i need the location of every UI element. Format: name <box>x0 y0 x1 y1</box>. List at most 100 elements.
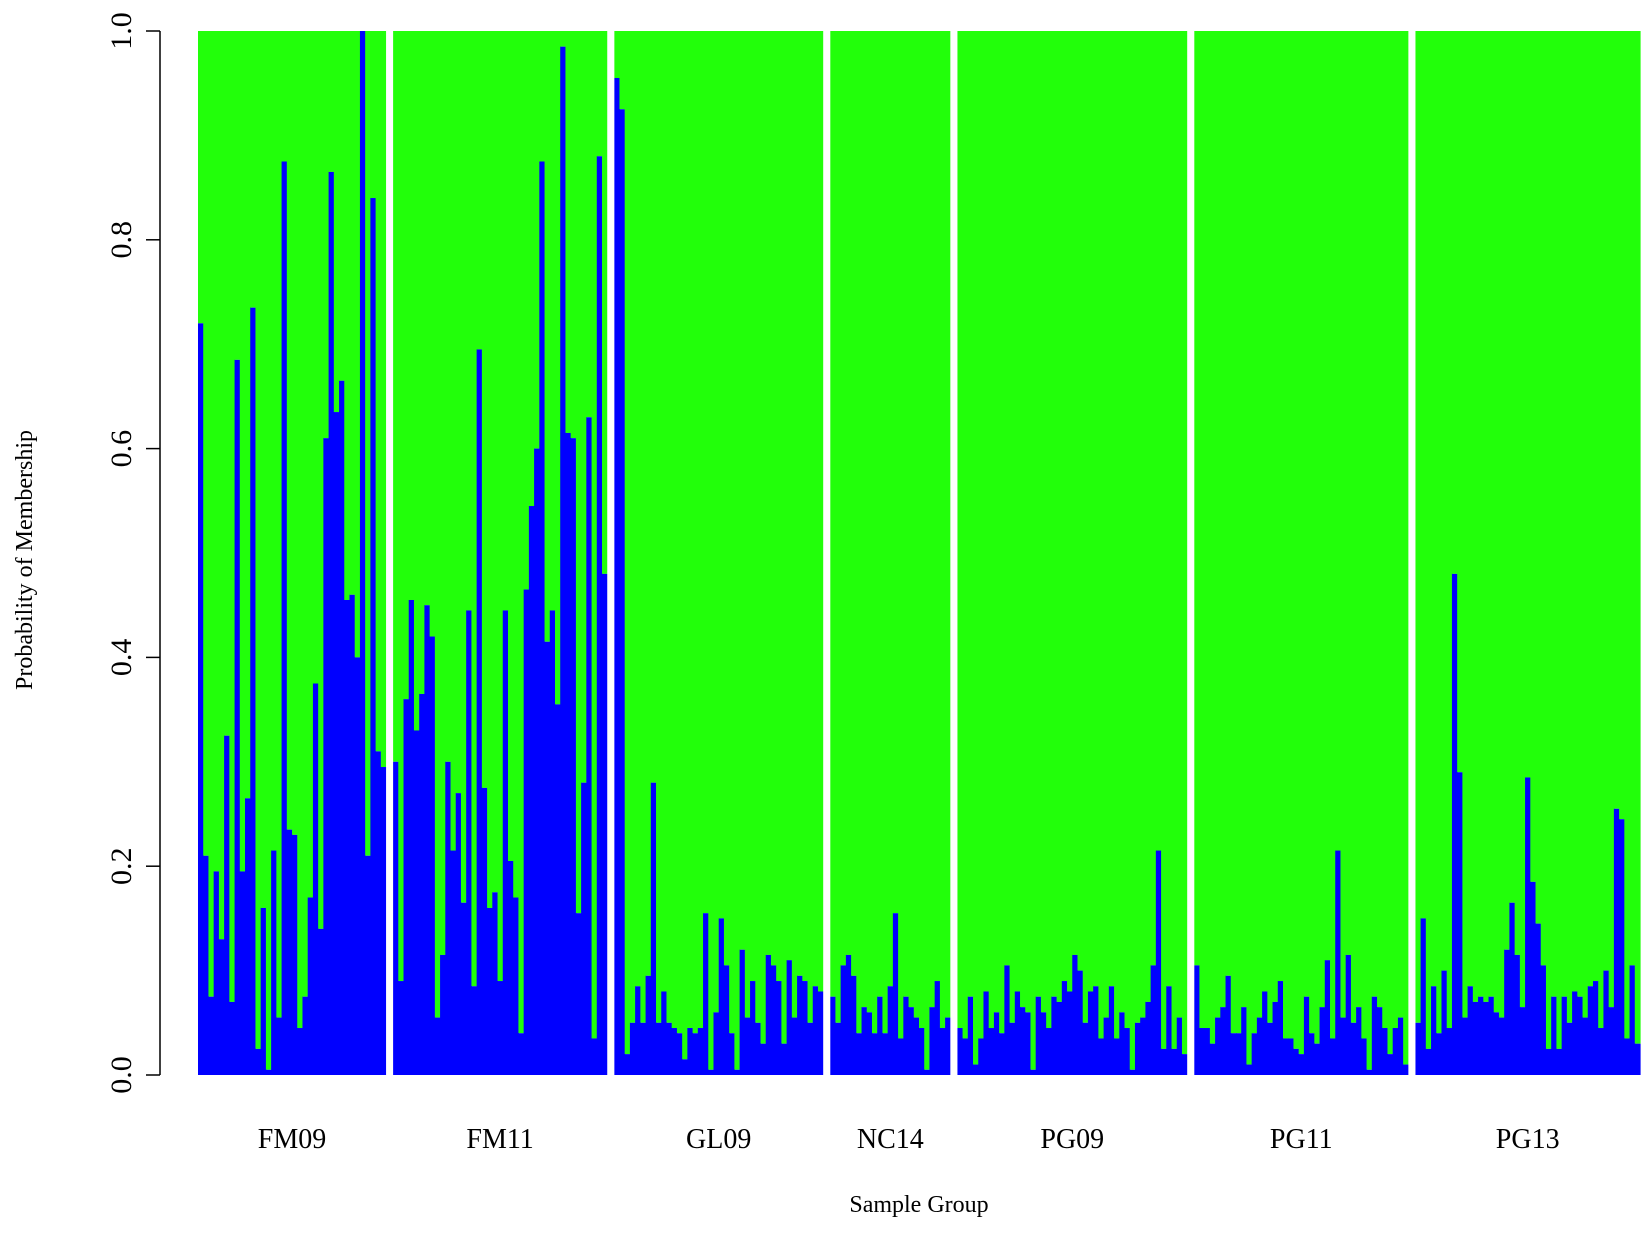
bar-cluster1-fm09-15 <box>271 850 277 1075</box>
bar-cluster1-gl09-17 <box>697 1028 704 1075</box>
bar-cluster2-fm09-29 <box>344 31 351 600</box>
bar-cluster2-pg11-34 <box>1366 31 1373 1070</box>
bar-cluster2-pg11-41 <box>1403 31 1409 1065</box>
bar-cluster1-gl09-24 <box>734 1069 741 1075</box>
bar-cluster2-pg13-41 <box>1624 31 1631 1039</box>
bar-cluster2-fm09-11 <box>250 31 257 308</box>
bar-cluster1-pg11-26 <box>1324 960 1331 1075</box>
bar-cluster1-pg11-9 <box>1235 1033 1242 1075</box>
bar-cluster1-pg09-12 <box>1014 991 1021 1075</box>
bar-cluster2-gl09-21 <box>718 31 725 919</box>
bar-cluster1-fm09-13 <box>260 907 267 1075</box>
bar-cluster2-gl09-17 <box>697 31 704 1029</box>
bar-cluster2-pg11-21 <box>1298 31 1305 1055</box>
bar-cluster1-fm11-15 <box>466 610 473 1075</box>
bar-cluster2-fm11-36 <box>575 31 582 914</box>
bar-cluster2-pg11-28 <box>1335 31 1342 851</box>
bar-cluster1-fm09-21 <box>302 996 309 1075</box>
bar-cluster1-pg13-42 <box>1629 965 1636 1075</box>
bar-cluster1-pg09-7 <box>988 1028 995 1075</box>
bar-cluster2-pg09-10 <box>1004 31 1011 966</box>
group-label-nc14: NC14 <box>857 1124 924 1155</box>
bar-cluster1-pg13-2 <box>1420 918 1427 1075</box>
bar-cluster1-gl09-26 <box>744 1017 751 1075</box>
bar-cluster2-pg09-36 <box>1140 31 1146 1018</box>
bar-cluster1-pg13-19 <box>1509 902 1516 1075</box>
bar-cluster2-fm09-2 <box>203 31 210 856</box>
bar-cluster1-gl09-2 <box>619 109 626 1076</box>
bar-cluster1-fm11-34 <box>565 432 572 1075</box>
bar-cluster1-nc14-20 <box>929 1007 936 1075</box>
bar-cluster2-fm09-36 <box>380 31 387 768</box>
bar-cluster2-pg09-21 <box>1061 31 1068 982</box>
bar-cluster1-pg09-22 <box>1067 991 1073 1075</box>
bar-cluster2-pg13-18 <box>1504 31 1510 950</box>
bar-cluster1-pg11-31 <box>1350 1022 1357 1075</box>
bar-cluster2-pg11-33 <box>1361 31 1368 1039</box>
bar-cluster2-nc14-21 <box>934 31 941 982</box>
bar-cluster2-pg13-34 <box>1587 31 1594 987</box>
bar-cluster2-pg09-12 <box>1014 31 1021 992</box>
bar-cluster2-pg11-38 <box>1387 31 1394 1055</box>
bar-cluster1-nc14-23 <box>945 1017 951 1075</box>
bar-cluster1-pg13-31 <box>1572 991 1578 1075</box>
bar-cluster2-pg11-3 <box>1204 31 1211 1029</box>
bar-cluster2-nc14-10 <box>877 31 884 997</box>
bar-cluster1-nc14-6 <box>856 1033 863 1075</box>
bar-cluster2-pg11-20 <box>1293 31 1300 1049</box>
bar-cluster1-pg11-16 <box>1272 1001 1279 1075</box>
bar-cluster2-pg13-25 <box>1540 31 1547 966</box>
bar-cluster1-pg11-35 <box>1371 996 1378 1075</box>
bar-cluster2-fm09-1 <box>198 31 204 324</box>
bar-cluster2-nc14-8 <box>866 31 873 1013</box>
bar-cluster2-fm11-29 <box>539 31 546 162</box>
bar-cluster2-fm11-23 <box>507 31 514 861</box>
bar-cluster1-fm11-35 <box>570 438 577 1075</box>
bar-cluster2-gl09-14 <box>682 31 688 1060</box>
bar-cluster2-pg09-20 <box>1056 31 1063 1002</box>
bar-cluster1-fm11-10 <box>440 954 446 1075</box>
bar-cluster2-fm11-37 <box>581 31 587 783</box>
group-fm11 <box>393 31 608 1076</box>
bar-cluster1-pg13-32 <box>1577 996 1584 1075</box>
bar-cluster1-fm09-5 <box>218 939 225 1075</box>
bar-cluster2-pg09-26 <box>1087 31 1094 992</box>
bar-cluster2-pg09-32 <box>1119 31 1126 1013</box>
bar-cluster2-nc14-15 <box>903 31 910 997</box>
bar-cluster2-gl09-23 <box>729 31 735 1034</box>
bar-cluster2-pg11-9 <box>1235 31 1242 1034</box>
bar-cluster1-fm09-28 <box>339 380 345 1075</box>
bar-cluster1-fm11-28 <box>534 448 540 1076</box>
bar-cluster1-fm09-25 <box>323 438 330 1075</box>
bar-cluster1-gl09-39 <box>812 986 819 1075</box>
bar-cluster1-fm09-30 <box>349 594 356 1075</box>
group-separator <box>1187 30 1195 1076</box>
bar-cluster1-pg09-38 <box>1150 965 1157 1075</box>
bar-cluster1-pg09-40 <box>1161 1048 1167 1075</box>
bar-cluster1-pg09-35 <box>1134 1022 1141 1075</box>
bar-cluster1-fm11-23 <box>507 860 514 1075</box>
bar-cluster2-pg09-18 <box>1046 31 1052 1029</box>
bar-cluster2-nc14-18 <box>919 31 925 1029</box>
bar-cluster2-pg11-40 <box>1397 31 1404 1018</box>
bar-cluster2-pg09-6 <box>983 31 990 992</box>
bar-cluster1-nc14-16 <box>908 1007 915 1075</box>
bar-cluster1-gl09-40 <box>817 991 824 1075</box>
bar-cluster2-gl09-8 <box>650 31 657 783</box>
bar-cluster2-pg13-5 <box>1436 31 1443 1034</box>
bar-cluster2-fm11-32 <box>555 31 561 705</box>
bar-cluster2-pg13-3 <box>1425 31 1432 1049</box>
bar-cluster2-pg11-15 <box>1267 31 1274 1023</box>
bar-cluster1-pg11-2 <box>1199 1028 1206 1075</box>
bar-cluster2-pg11-8 <box>1230 31 1237 1034</box>
group-pg13 <box>1415 31 1641 1075</box>
bar-cluster1-fm09-27 <box>333 412 340 1075</box>
bar-cluster1-pg13-5 <box>1436 1033 1443 1075</box>
bar-cluster1-pg09-9 <box>999 1033 1005 1075</box>
bar-cluster2-pg13-30 <box>1566 31 1573 1023</box>
bar-cluster1-pg11-37 <box>1382 1028 1389 1075</box>
bar-cluster1-gl09-30 <box>765 954 772 1075</box>
bar-cluster2-pg09-44 <box>1181 31 1188 1055</box>
bar-cluster2-pg09-22 <box>1067 31 1073 992</box>
bar-cluster1-pg09-44 <box>1181 1054 1188 1075</box>
